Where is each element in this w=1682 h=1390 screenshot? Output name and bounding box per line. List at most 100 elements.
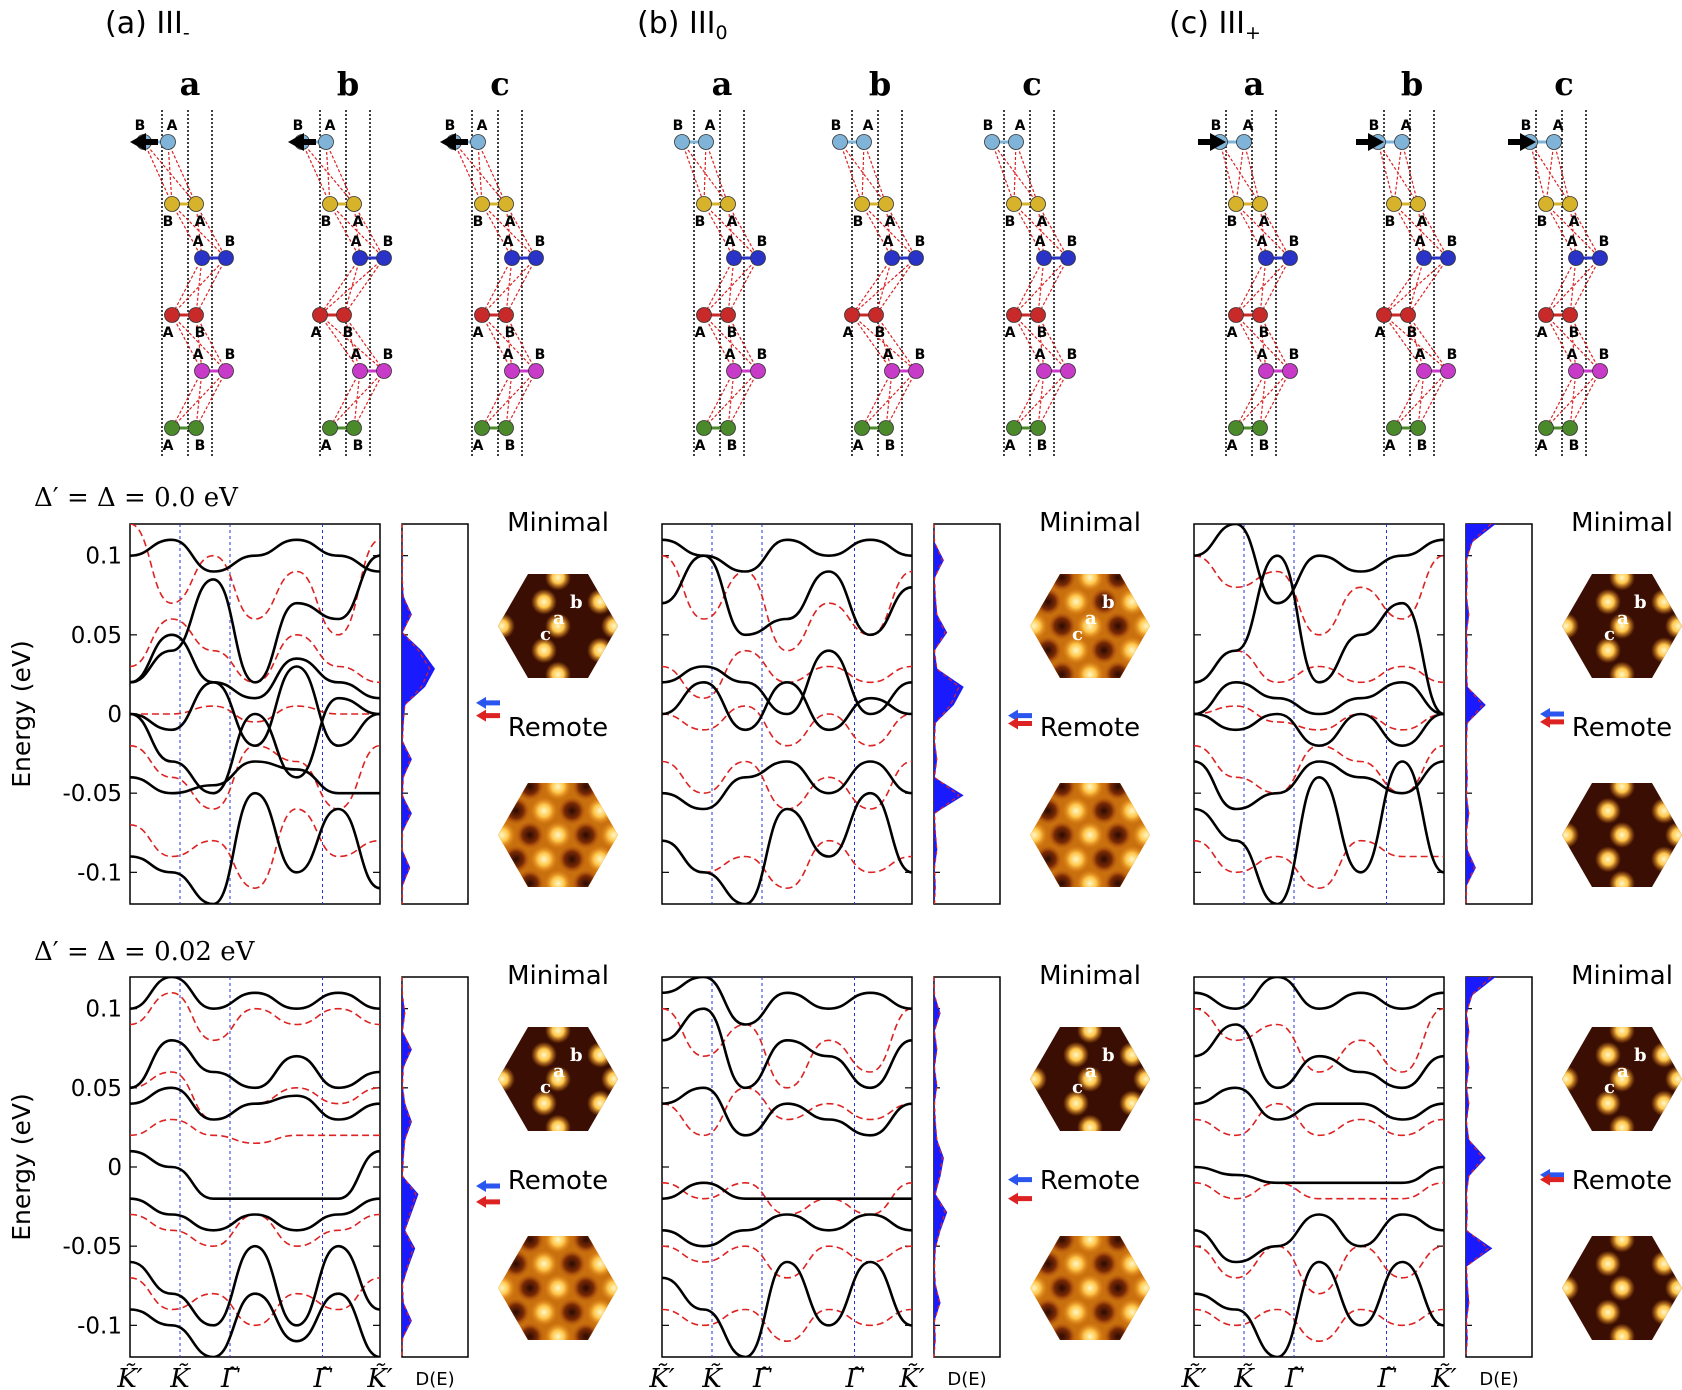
dark-spot bbox=[614, 1201, 642, 1229]
dos-fill bbox=[1466, 977, 1496, 1357]
hopping-line bbox=[1037, 203, 1069, 259]
minimal-density-map: bac bbox=[1030, 1027, 1150, 1131]
bright-spot bbox=[1651, 895, 1677, 921]
site-label-b: b bbox=[570, 1045, 583, 1066]
dos-frame bbox=[401, 523, 469, 905]
dark-spot bbox=[992, 869, 1020, 897]
bright-spot bbox=[1651, 1299, 1677, 1326]
dos-label: D(E) bbox=[947, 1369, 986, 1390]
bright-spot bbox=[544, 821, 572, 849]
hopping-line bbox=[703, 203, 735, 259]
bright-spot bbox=[601, 574, 618, 591]
hopping-line bbox=[171, 314, 227, 372]
bright-spot bbox=[1030, 783, 1048, 801]
bright-spot bbox=[1562, 1299, 1565, 1326]
bands bbox=[662, 977, 912, 1357]
atom-label: A bbox=[195, 214, 206, 230]
bright-spot bbox=[600, 1274, 618, 1302]
band-plot: Minimal Remote bbox=[661, 508, 1141, 905]
bright-spot bbox=[1609, 1323, 1635, 1340]
bright-spot bbox=[1030, 1114, 1047, 1131]
dark-spot bbox=[558, 796, 586, 825]
bright-spot bbox=[1062, 1347, 1090, 1375]
site-label-c: c bbox=[1072, 1077, 1083, 1098]
dark-spot bbox=[516, 1274, 544, 1302]
hopping-line bbox=[1545, 203, 1577, 259]
band-plot: K̃′ K̃ Γ̃ Γ̃ K̃′ D(E) Minimal Remote bbox=[648, 961, 1141, 1390]
hopping-line bbox=[839, 141, 863, 205]
atom-label: A bbox=[883, 234, 894, 250]
bright-spot bbox=[642, 1298, 670, 1326]
dark-spot bbox=[992, 564, 1020, 592]
dark-spot bbox=[502, 1201, 530, 1229]
bright-spot bbox=[1030, 1249, 1034, 1278]
band-minimal bbox=[130, 538, 380, 573]
hopping-line bbox=[195, 370, 203, 429]
dark-spot bbox=[516, 783, 544, 801]
bright-spot bbox=[1132, 821, 1150, 849]
hopping-line bbox=[1393, 203, 1425, 259]
bright-spot bbox=[545, 1066, 571, 1092]
hopping-line bbox=[861, 370, 917, 429]
atom-label: A bbox=[1415, 347, 1426, 363]
band-minimal bbox=[662, 1213, 912, 1248]
bright-spot bbox=[1651, 993, 1677, 1019]
hopping-line bbox=[1243, 141, 1261, 205]
bright-spot bbox=[1651, 1202, 1677, 1228]
minimal-density-map: bac bbox=[992, 564, 1150, 678]
bright-spot bbox=[1132, 660, 1150, 678]
dark-spot bbox=[1034, 796, 1062, 825]
x-tick-label: K̃′ bbox=[116, 1363, 142, 1390]
dark-spot bbox=[558, 1298, 586, 1327]
panel-title-main: (c) III bbox=[1169, 6, 1245, 41]
bright-spot bbox=[1030, 1236, 1048, 1254]
atom-label: B bbox=[1067, 347, 1078, 363]
site-label-b: b bbox=[1634, 592, 1647, 613]
minimal-density-map: bac bbox=[498, 574, 618, 678]
hopping-line bbox=[727, 257, 735, 316]
hopping-line bbox=[863, 141, 887, 205]
band-remote bbox=[130, 1277, 380, 1327]
hopping-line bbox=[1259, 203, 1291, 259]
bright-spot bbox=[1030, 845, 1034, 874]
bright-spot bbox=[1562, 1275, 1579, 1301]
bright-spot bbox=[642, 1201, 670, 1229]
atom-label: B bbox=[473, 214, 484, 230]
hopping-line bbox=[171, 203, 227, 259]
atom bbox=[498, 307, 514, 323]
bright-spot bbox=[1118, 1201, 1146, 1229]
bright-spot bbox=[498, 1090, 501, 1117]
bright-spot bbox=[498, 661, 515, 678]
bright-spot bbox=[1562, 1090, 1565, 1117]
site-label-b: b bbox=[570, 592, 583, 613]
bright-spot bbox=[474, 1347, 502, 1375]
bright-spot bbox=[1595, 895, 1621, 921]
bright-spot bbox=[1133, 1066, 1150, 1092]
hex-content bbox=[498, 1027, 618, 1131]
hopping-line bbox=[703, 141, 707, 205]
dark-spot bbox=[1146, 1249, 1150, 1278]
bright-spot bbox=[1562, 574, 1579, 591]
hopping-line bbox=[703, 370, 759, 429]
atom-label: A bbox=[321, 438, 332, 454]
bright-spot bbox=[1651, 1041, 1677, 1068]
bright-spot bbox=[586, 748, 614, 776]
band-minimal bbox=[662, 1007, 912, 1090]
hopping-line bbox=[1545, 370, 1601, 429]
hopping-line bbox=[195, 257, 227, 316]
hopping-line bbox=[1259, 314, 1291, 372]
dark-spot bbox=[572, 1322, 600, 1340]
atom-label: A bbox=[1553, 118, 1564, 134]
site-label-c: c bbox=[1604, 1077, 1615, 1098]
atom-label: A bbox=[695, 325, 706, 341]
hopping-line bbox=[143, 141, 173, 205]
hopping-line bbox=[1013, 203, 1045, 259]
dark-spot bbox=[628, 869, 656, 897]
hopping-line bbox=[1235, 257, 1267, 316]
hopping-line bbox=[1013, 314, 1045, 372]
hex-content bbox=[1562, 993, 1682, 1131]
bright-spot bbox=[1132, 574, 1150, 592]
bright-spot bbox=[586, 845, 614, 874]
bright-spot bbox=[1595, 1090, 1621, 1117]
hopping-line bbox=[861, 370, 893, 429]
